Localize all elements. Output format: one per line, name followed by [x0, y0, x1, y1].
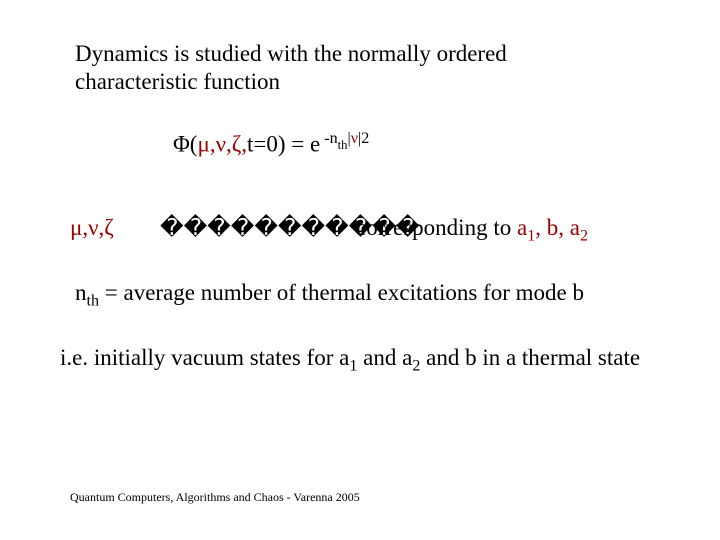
phi-symbol: Φ(	[173, 132, 197, 157]
parameters: μ,ν,ζ	[70, 215, 114, 241]
nth-definition: nth = average number of thermal excitati…	[75, 280, 584, 311]
exp-sq: 2	[361, 130, 369, 147]
corr-s2: 2	[580, 228, 588, 245]
intro-line-2: characteristic function	[75, 68, 280, 97]
phi-targ: t=0) = e	[247, 132, 320, 157]
phi-args: μ,ν,ζ,	[197, 132, 247, 157]
ie-mid: and a	[357, 345, 412, 370]
nth-th: th	[87, 293, 100, 310]
corr-a1: a	[517, 215, 527, 240]
corr-a2: a	[570, 215, 580, 240]
ie-pre: i.e. initially vacuum states for a	[60, 345, 349, 370]
ie-line: i.e. initially vacuum states for a1 and …	[60, 345, 640, 376]
nth-rest: = average number of thermal excitations …	[99, 280, 584, 305]
exp-prefix: -n	[320, 130, 337, 147]
nth-n: n	[75, 280, 87, 305]
ie-post: and b in a thermal state	[420, 345, 640, 370]
corr-b: b,	[547, 215, 564, 240]
intro-line-1: Dynamics is studied with the normally or…	[75, 40, 507, 69]
exp-th: th	[338, 138, 348, 152]
corresponding-to-text: corresponding to a1, b, a2	[356, 215, 588, 246]
characteristic-function-equation: Φ(μ,ν,ζ,t=0) = e -nth|ν|2	[173, 130, 369, 158]
exp-nu: ν	[351, 130, 358, 147]
corr-pre: corresponding to	[356, 215, 517, 240]
slide-footer: Quantum Computers, Algorithms and Chaos …	[70, 490, 360, 505]
